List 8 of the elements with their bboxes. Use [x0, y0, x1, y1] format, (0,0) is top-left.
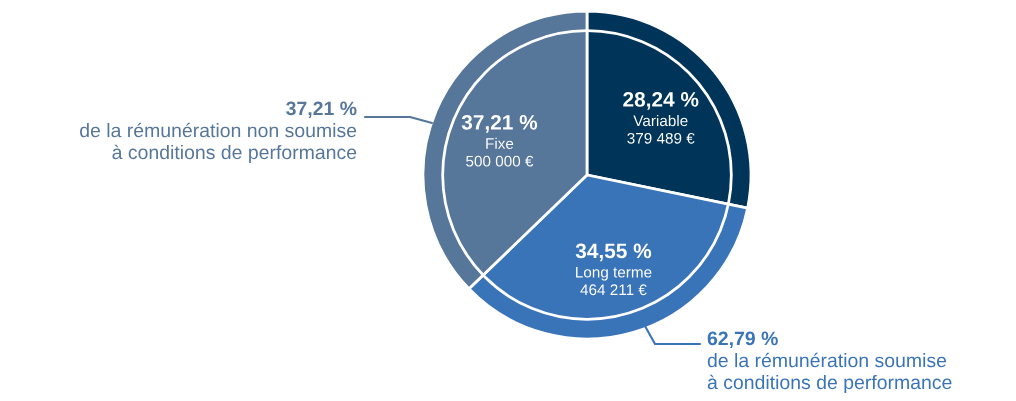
text: 37,21 % de la rémunération non soumise à conditions de performance — [80, 101, 357, 164]
slice-label: Long terme 464 211 € — [576, 266, 652, 296]
slice-label: Variable 379 489 € — [627, 114, 695, 144]
data-label: 34,55 % — [575, 243, 652, 262]
slice-label: Fixe 500 000 € — [466, 137, 534, 167]
text: 62,79 % de la rémunération soumise à conditions de performance — [707, 331, 952, 394]
data-label: 37,21 % — [461, 114, 538, 133]
data-label: 28,24 % — [623, 92, 699, 110]
